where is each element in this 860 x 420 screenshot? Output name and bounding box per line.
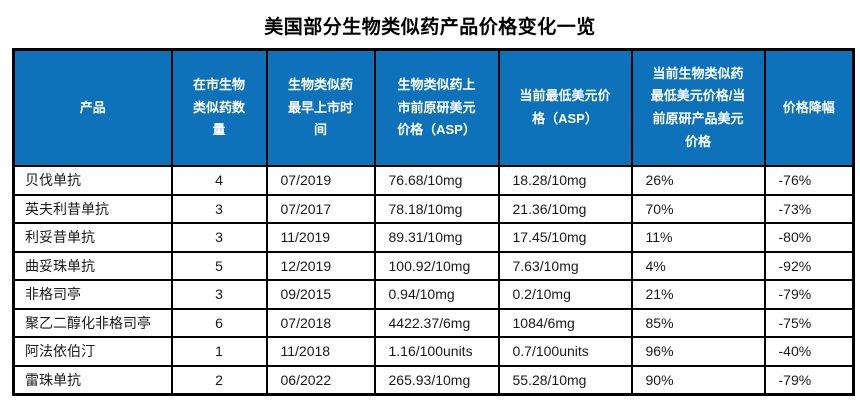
cell-earliest-launch-date: 07/2018 bbox=[265, 307, 376, 338]
cell-price-drop: -79% bbox=[763, 279, 855, 310]
cell-originator-price-before-launch: 78.18/10mg bbox=[373, 193, 500, 224]
cell-current-lowest-price: 7.63/10mg bbox=[497, 250, 633, 281]
cell-price-ratio: 21% bbox=[630, 279, 766, 310]
cell-current-lowest-price: 0.2/10mg bbox=[497, 279, 633, 310]
table-row: 阿法依伯汀 1 11/2018 1.16/100units 0.7/100units 96… bbox=[12, 336, 855, 367]
price-table: 产品 在市生物类似药数量 生物类似药最早上市时间 生物类似药上市前原研美元价格（ASP… bbox=[12, 48, 855, 396]
column-header-originator-price-before-launch: 生物类似药上市前原研美元价格（ASP） bbox=[373, 48, 500, 167]
cell-product: 雷珠单抗 bbox=[12, 364, 173, 396]
column-header-product: 产品 bbox=[12, 48, 173, 167]
cell-current-lowest-price: 1084/6mg bbox=[497, 307, 633, 338]
table-row: 英夫利昔单抗 3 07/2017 78.18/10mg 21.36/10mg 70% -73… bbox=[12, 193, 855, 224]
cell-originator-price-before-launch: 1.16/100units bbox=[373, 336, 500, 367]
table-body: 贝伐单抗 4 07/2019 76.68/10mg 18.28/10mg 26% -76% 英… bbox=[12, 165, 855, 396]
cell-current-lowest-price: 55.28/10mg bbox=[497, 364, 633, 396]
cell-current-lowest-price: 0.7/100units bbox=[497, 336, 633, 367]
cell-biosimilar-count: 2 bbox=[170, 364, 268, 396]
cell-product: 贝伐单抗 bbox=[12, 165, 173, 196]
cell-current-lowest-price: 21.36/10mg bbox=[497, 193, 633, 224]
cell-biosimilar-count: 3 bbox=[170, 222, 268, 253]
cell-biosimilar-count: 1 bbox=[170, 336, 268, 367]
table-row: 贝伐单抗 4 07/2019 76.68/10mg 18.28/10mg 26% -76% bbox=[12, 165, 855, 196]
column-header-price-drop: 价格降幅 bbox=[763, 48, 855, 167]
cell-price-drop: -79% bbox=[763, 364, 855, 396]
cell-price-drop: -73% bbox=[763, 193, 855, 224]
cell-earliest-launch-date: 12/2019 bbox=[265, 250, 376, 281]
cell-originator-price-before-launch: 100.92/10mg bbox=[373, 250, 500, 281]
table-row: 非格司亭 3 09/2015 0.94/10mg 0.2/10mg 21% -79% bbox=[12, 279, 855, 310]
column-header-biosimilar-count: 在市生物类似药数量 bbox=[170, 48, 268, 167]
cell-price-drop: -76% bbox=[763, 165, 855, 196]
cell-originator-price-before-launch: 0.94/10mg bbox=[373, 279, 500, 310]
cell-biosimilar-count: 6 bbox=[170, 307, 268, 338]
cell-price-drop: -75% bbox=[763, 307, 855, 338]
header-row: 产品 在市生物类似药数量 生物类似药最早上市时间 生物类似药上市前原研美元价格（ASP… bbox=[12, 48, 855, 167]
cell-earliest-launch-date: 07/2017 bbox=[265, 193, 376, 224]
column-header-earliest-launch-date: 生物类似药最早上市时间 bbox=[265, 48, 376, 167]
cell-price-ratio: 85% bbox=[630, 307, 766, 338]
cell-product: 阿法依伯汀 bbox=[12, 336, 173, 367]
cell-current-lowest-price: 18.28/10mg bbox=[497, 165, 633, 196]
table-row: 利妥昔单抗 3 11/2019 89.31/10mg 17.45/10mg 11% -80% bbox=[12, 222, 855, 253]
cell-price-ratio: 26% bbox=[630, 165, 766, 196]
table-row: 曲妥珠单抗 5 12/2019 100.92/10mg 7.63/10mg 4% -92% bbox=[12, 250, 855, 281]
cell-biosimilar-count: 4 bbox=[170, 165, 268, 196]
cell-price-ratio: 90% bbox=[630, 364, 766, 396]
cell-earliest-launch-date: 09/2015 bbox=[265, 279, 376, 310]
cell-originator-price-before-launch: 4422.37/6mg bbox=[373, 307, 500, 338]
cell-price-drop: -80% bbox=[763, 222, 855, 253]
cell-current-lowest-price: 17.45/10mg bbox=[497, 222, 633, 253]
cell-price-ratio: 70% bbox=[630, 193, 766, 224]
cell-originator-price-before-launch: 76.68/10mg bbox=[373, 165, 500, 196]
table-row: 雷珠单抗 2 06/2022 265.93/10mg 55.28/10mg 90% -79% bbox=[12, 364, 855, 396]
cell-price-ratio: 96% bbox=[630, 336, 766, 367]
page-title: 美国部分生物类似药产品价格变化一览 bbox=[264, 17, 596, 38]
cell-price-ratio: 4% bbox=[630, 250, 766, 281]
cell-earliest-launch-date: 11/2019 bbox=[265, 222, 376, 253]
cell-product: 非格司亭 bbox=[12, 279, 173, 310]
cell-earliest-launch-date: 07/2019 bbox=[265, 165, 376, 196]
cell-originator-price-before-launch: 265.93/10mg bbox=[373, 364, 500, 396]
column-header-current-lowest-price: 当前最低美元价格（ASP） bbox=[497, 48, 633, 167]
cell-product: 英夫利昔单抗 bbox=[12, 193, 173, 224]
column-header-price-ratio: 当前生物类似药最低美元价格/当前原研产品美元价格 bbox=[630, 48, 766, 167]
cell-earliest-launch-date: 06/2022 bbox=[265, 364, 376, 396]
table-row: 聚乙二醇化非格司亭 6 07/2018 4422.37/6mg 1084/6mg 85% -… bbox=[12, 307, 855, 338]
cell-price-ratio: 11% bbox=[630, 222, 766, 253]
cell-biosimilar-count: 5 bbox=[170, 250, 268, 281]
cell-product: 曲妥珠单抗 bbox=[12, 250, 173, 281]
cell-product: 聚乙二醇化非格司亭 bbox=[12, 307, 173, 338]
cell-originator-price-before-launch: 89.31/10mg bbox=[373, 222, 500, 253]
cell-earliest-launch-date: 11/2018 bbox=[265, 336, 376, 367]
cell-biosimilar-count: 3 bbox=[170, 193, 268, 224]
cell-price-drop: -40% bbox=[763, 336, 855, 367]
cell-biosimilar-count: 3 bbox=[170, 279, 268, 310]
table-header-row: 产品 在市生物类似药数量 生物类似药最早上市时间 生物类似药上市前原研美元价格（ASP… bbox=[12, 48, 855, 167]
cell-product: 利妥昔单抗 bbox=[12, 222, 173, 253]
cell-price-drop: -92% bbox=[763, 250, 855, 281]
